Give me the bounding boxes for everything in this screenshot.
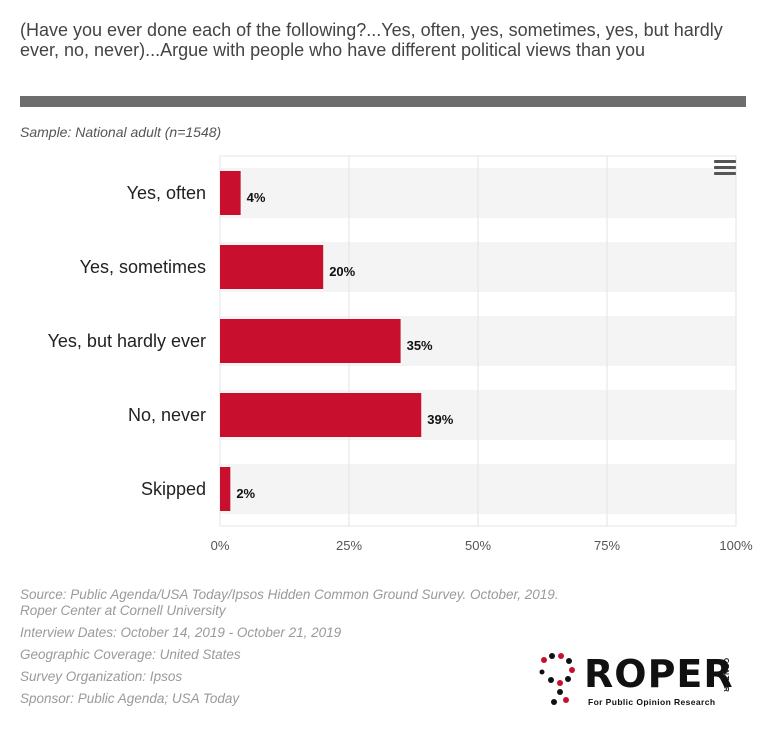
category-label: Yes, sometimes bbox=[80, 257, 206, 277]
chart-title: (Have you ever done each of the followin… bbox=[20, 20, 723, 60]
bar bbox=[220, 467, 231, 511]
data-label: 20% bbox=[329, 264, 355, 279]
logo-name: ROPER bbox=[584, 652, 734, 696]
source-note: Source: Public Agenda/USA Today/Ipsos Hi… bbox=[20, 587, 559, 618]
tick-label: 50% bbox=[465, 538, 491, 553]
logo-center-label: CENTER bbox=[722, 658, 729, 693]
interview-dates: Interview Dates: October 14, 2019 - Octo… bbox=[20, 625, 342, 640]
data-label: 2% bbox=[236, 486, 255, 501]
geographic-coverage: Geographic Coverage: United States bbox=[20, 647, 241, 662]
category-label: Yes, but hardly ever bbox=[48, 331, 206, 351]
bar bbox=[220, 245, 324, 289]
category-label: Skipped bbox=[141, 479, 206, 499]
data-label: 39% bbox=[427, 412, 453, 427]
bar bbox=[220, 319, 401, 363]
tick-label: 0% bbox=[211, 538, 230, 553]
sponsor-note: Sponsor: Public Agenda; USA Today bbox=[20, 691, 240, 706]
tick-label: 25% bbox=[336, 538, 362, 553]
title-divider bbox=[20, 96, 746, 107]
bar-chart: Yes, often 4% Yes, sometimes 20% Yes, but ha… bbox=[48, 155, 753, 553]
category-label: Yes, often bbox=[127, 183, 206, 203]
chart-footer: Source: Public Agenda/USA Today/Ipsos Hi… bbox=[20, 587, 580, 713]
bar bbox=[220, 393, 422, 437]
category-label: No, never bbox=[128, 405, 206, 425]
hamburger-menu-icon[interactable] bbox=[714, 160, 736, 178]
logo-tagline: For Public Opinion Research bbox=[588, 697, 716, 707]
tick-label: 75% bbox=[594, 538, 620, 553]
sample-note: Sample: National adult (n=1548) bbox=[20, 124, 222, 140]
bar bbox=[220, 171, 241, 215]
roper-dots-logo-icon bbox=[539, 653, 575, 705]
tick-label: 100% bbox=[719, 538, 753, 553]
data-label: 4% bbox=[247, 190, 266, 205]
data-label: 35% bbox=[407, 338, 433, 353]
roper-center-logo: ROPER CENTER For Public Opinion Research bbox=[536, 652, 736, 712]
survey-organization: Survey Organization: Ipsos bbox=[20, 669, 183, 684]
